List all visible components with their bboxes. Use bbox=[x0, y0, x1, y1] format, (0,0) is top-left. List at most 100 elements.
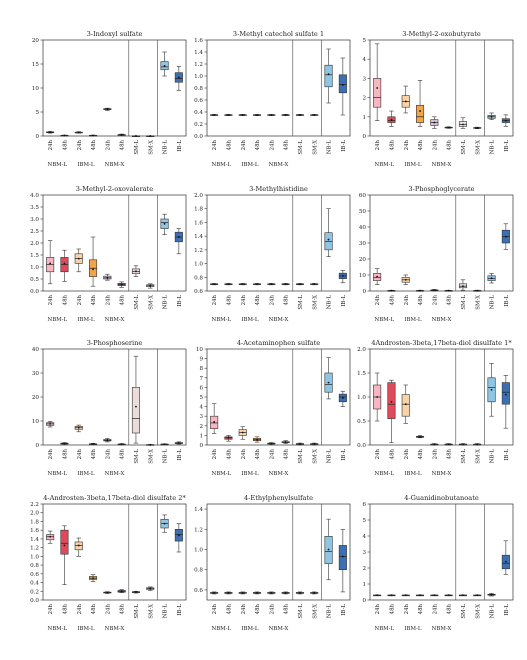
chart-title: 3-Methyl-2-oxovalerate bbox=[76, 185, 154, 193]
box-48h bbox=[281, 114, 290, 116]
box-48h bbox=[253, 114, 262, 116]
y-tick-label: 0 bbox=[35, 134, 39, 140]
y-tick-label: 2.0 bbox=[357, 347, 366, 353]
group-label: IBM-L bbox=[404, 317, 421, 323]
mean-marker bbox=[327, 381, 330, 384]
x-tick-label: SM-X bbox=[312, 449, 318, 464]
group-label: NBM-L bbox=[374, 162, 394, 168]
y-tick-label: 6 bbox=[199, 385, 203, 391]
x-tick-label: SM-X bbox=[475, 295, 481, 310]
mean-marker bbox=[376, 594, 379, 597]
mean-marker bbox=[177, 442, 180, 444]
y-tick-label: 20 bbox=[32, 395, 40, 401]
mean-marker bbox=[390, 289, 393, 292]
x-tick-label: 24h bbox=[375, 294, 381, 305]
y-tick-label: 3 bbox=[362, 550, 366, 556]
box-24h bbox=[210, 283, 219, 286]
box-NB-L bbox=[324, 518, 333, 581]
x-tick-label: 48h bbox=[284, 448, 290, 459]
y-tick-label: 5 bbox=[362, 38, 366, 44]
box-IB-L bbox=[501, 540, 510, 575]
y-tick-label: 60 bbox=[359, 193, 367, 199]
box-48h bbox=[89, 574, 98, 582]
box-NB-L bbox=[160, 514, 169, 533]
y-tick-label: 20 bbox=[32, 38, 40, 44]
y-tick-label: 30 bbox=[359, 241, 367, 247]
y-tick-label: 0.6 bbox=[194, 289, 203, 295]
x-tick-label: 24h bbox=[404, 603, 410, 614]
y-tick-label: 5 bbox=[35, 110, 39, 116]
box-SM-L bbox=[295, 114, 304, 116]
mean-marker bbox=[177, 76, 180, 79]
box-SM-X bbox=[310, 114, 319, 116]
box-24h bbox=[46, 421, 55, 428]
x-tick-label: 48h bbox=[62, 139, 68, 150]
mean-marker bbox=[284, 283, 287, 286]
y-tick-label: 3.5 bbox=[30, 205, 39, 211]
y-tick-label: 0.8 bbox=[30, 563, 39, 569]
box-IB-L bbox=[338, 270, 347, 284]
x-tick-label: IB-L bbox=[341, 449, 347, 461]
y-tick-label: 0.5 bbox=[357, 419, 366, 425]
y-tick-label: 0.6 bbox=[194, 588, 203, 594]
mean-marker bbox=[256, 283, 258, 286]
group-label: NBM-X bbox=[105, 471, 125, 477]
x-tick-label: SM-L bbox=[134, 295, 140, 310]
group-label: NBM-X bbox=[432, 471, 452, 477]
x-tick-label: IB-L bbox=[177, 295, 183, 307]
x-tick-label: IB-L bbox=[504, 295, 510, 307]
box-24h bbox=[103, 273, 112, 281]
x-tick-label: 24h bbox=[432, 294, 438, 305]
mean-marker bbox=[433, 121, 436, 124]
chart-panel-10: 4-Androsten-3beta,17beta-diol disulfate … bbox=[30, 494, 186, 632]
box-NB-L bbox=[324, 357, 333, 400]
box-SM-X bbox=[473, 443, 482, 446]
x-tick-label: NB-L bbox=[327, 604, 333, 619]
box-SM-L bbox=[131, 135, 140, 138]
mean-marker bbox=[256, 114, 258, 116]
box-24h bbox=[401, 85, 410, 114]
chart-panel-12: 4-Guanidinobutanoate 0 1 2 3 4 5 6 24h 48h 24h 48h 2… bbox=[362, 494, 514, 632]
x-tick-label: IB-L bbox=[504, 604, 510, 616]
box-48h bbox=[117, 443, 126, 446]
box-SM-X bbox=[473, 594, 482, 597]
x-tick-label: 48h bbox=[120, 139, 126, 150]
x-tick-label: SM-L bbox=[298, 449, 304, 464]
mean-marker bbox=[270, 283, 273, 286]
mean-marker bbox=[462, 285, 464, 288]
y-tick-label: 0.2 bbox=[194, 122, 203, 128]
box-24h bbox=[210, 114, 219, 116]
box-NB-L bbox=[160, 213, 169, 235]
x-tick-label: SM-L bbox=[461, 140, 467, 155]
mean-marker bbox=[227, 283, 230, 286]
box-24h bbox=[74, 537, 83, 557]
mean-marker bbox=[404, 403, 407, 406]
x-tick-label: 48h bbox=[418, 294, 424, 305]
box-SM-X bbox=[473, 126, 482, 130]
box-IB-L bbox=[174, 66, 183, 91]
y-tick-label: 2.0 bbox=[30, 511, 39, 517]
y-tick-label: 4 bbox=[199, 405, 203, 411]
box-24h bbox=[373, 268, 382, 285]
box-IB-L bbox=[501, 114, 510, 127]
group-label: IBM-L bbox=[241, 626, 258, 632]
box-48h bbox=[60, 134, 69, 137]
box-IB-L bbox=[338, 390, 347, 407]
mean-marker bbox=[299, 443, 301, 445]
box-24h bbox=[210, 403, 219, 434]
x-tick-label: SM-L bbox=[134, 604, 140, 619]
y-tick-label: 4 bbox=[362, 534, 366, 540]
y-tick-label: 3 bbox=[199, 414, 203, 420]
mean-marker bbox=[241, 114, 244, 116]
mean-marker bbox=[313, 592, 316, 594]
x-tick-label: NB-L bbox=[163, 295, 169, 310]
mean-marker bbox=[63, 544, 66, 547]
y-tick-label: 2 bbox=[199, 424, 203, 430]
group-label: NBM-X bbox=[269, 471, 289, 477]
mean-marker bbox=[106, 276, 109, 279]
mean-marker bbox=[404, 100, 407, 103]
mean-marker bbox=[92, 577, 94, 580]
group-label: IBM-L bbox=[77, 162, 94, 168]
x-tick-label: NB-L bbox=[490, 449, 496, 464]
mean-marker bbox=[462, 123, 464, 126]
